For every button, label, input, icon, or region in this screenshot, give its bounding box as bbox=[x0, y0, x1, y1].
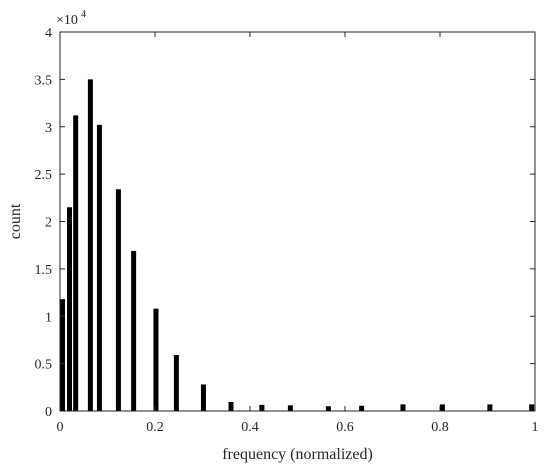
y-tick-label-7: 3.5 bbox=[35, 73, 53, 88]
histogram-bar-18 bbox=[529, 404, 535, 411]
histogram-bar-14 bbox=[359, 405, 365, 411]
histogram-bar-15 bbox=[400, 404, 406, 411]
histogram-bar-9 bbox=[200, 384, 206, 411]
histogram-bar-17 bbox=[487, 404, 493, 411]
histogram-bar-10 bbox=[228, 402, 234, 411]
x-tick-label-1: 0.2 bbox=[146, 420, 164, 435]
x-tick-label-4: 0.8 bbox=[431, 420, 449, 435]
histogram-bar-1 bbox=[67, 207, 72, 411]
x-tick-label-5: 1 bbox=[532, 420, 539, 435]
y-tick-label-0: 0 bbox=[45, 405, 52, 420]
y-tick-label-3: 1.5 bbox=[35, 263, 53, 278]
x-tick-label-0: 0 bbox=[57, 420, 64, 435]
histogram-bar-2 bbox=[73, 115, 79, 411]
y-tick-label-5: 2.5 bbox=[35, 168, 53, 183]
histogram-bar-4 bbox=[96, 124, 102, 412]
y-axis-multiplier-exponent: 4 bbox=[81, 9, 86, 20]
x-tick-label-3: 0.6 bbox=[336, 420, 354, 435]
y-tick-label-8: 4 bbox=[45, 26, 52, 41]
histogram-bar-6 bbox=[131, 250, 137, 411]
x-tick-label-2: 0.4 bbox=[241, 420, 259, 435]
histogram-bar-16 bbox=[439, 404, 445, 411]
y-axis-multiplier-base: ×10 bbox=[56, 13, 78, 28]
bars-group bbox=[60, 79, 535, 412]
y-tick-label-2: 1 bbox=[45, 310, 52, 325]
histogram-bar-0 bbox=[60, 299, 65, 411]
histogram-bar-8 bbox=[173, 355, 179, 411]
y-tick-label-1: 0.5 bbox=[35, 358, 53, 373]
histogram-bar-7 bbox=[153, 308, 159, 411]
histogram-bar-5 bbox=[115, 189, 121, 411]
y-axis-ticks: 0 0.5 1 1.5 2 2.5 3 3.5 4 bbox=[35, 26, 535, 420]
y-axis-label: count bbox=[7, 203, 24, 239]
x-axis-ticks: 0 0.2 0.4 0.6 0.8 1 bbox=[57, 32, 539, 435]
histogram-bar-3 bbox=[87, 79, 93, 412]
x-axis-label: frequency (normalized) bbox=[222, 446, 373, 463]
histogram-bar-12 bbox=[287, 405, 293, 411]
y-tick-label-4: 2 bbox=[45, 216, 52, 231]
histogram-bar-11 bbox=[259, 404, 265, 411]
y-tick-label-6: 3 bbox=[45, 121, 52, 136]
histogram-bar-13 bbox=[325, 406, 331, 411]
